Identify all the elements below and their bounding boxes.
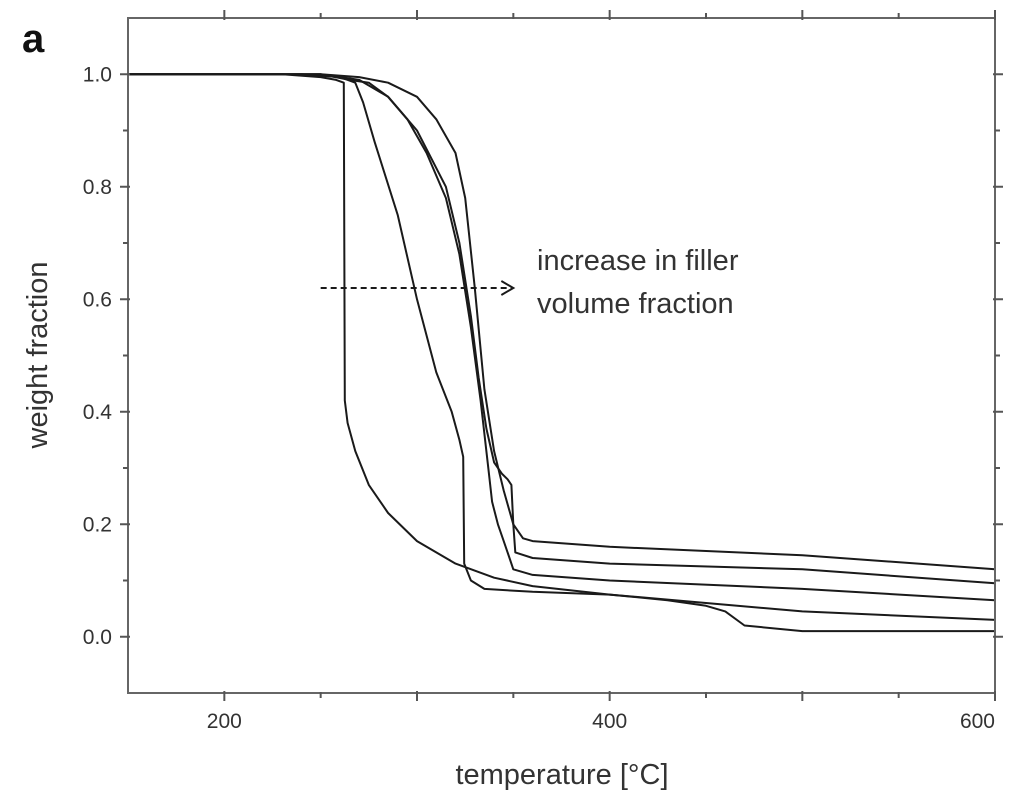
annotation-line-1: increase in filler: [537, 245, 739, 277]
x-tick-label: 200: [207, 710, 242, 733]
annotation: increase in filler volume fraction: [320, 245, 739, 320]
curves-group: [128, 73, 996, 633]
y-tick-label: 0.0: [83, 626, 112, 649]
series-line-2: [128, 73, 996, 621]
y-axis-title: weight fraction: [22, 262, 54, 450]
panel-label: a: [22, 17, 45, 61]
series-line-3: [128, 73, 996, 602]
y-tick-label: 0.2: [83, 513, 112, 536]
y-axis: 0.0 0.2 0.4 0.6 0.8 1.0: [83, 63, 1003, 649]
y-tick-label: 0.8: [83, 176, 112, 199]
y-tick-label: 0.4: [83, 401, 113, 424]
series-line-4: [128, 73, 996, 585]
annotation-arrow-head: [500, 280, 516, 296]
x-tick-label: 400: [592, 710, 627, 733]
y-tick-label: 0.6: [83, 288, 112, 311]
x-tick-label: 600: [960, 710, 995, 733]
series-line-5: [128, 73, 996, 571]
x-axis: 200 400 600: [207, 10, 996, 733]
x-axis-title: temperature [°C]: [455, 759, 668, 791]
annotation-line-2: volume fraction: [537, 288, 734, 320]
series-line-1: [128, 73, 995, 633]
y-tick-label: 1.0: [83, 63, 112, 86]
